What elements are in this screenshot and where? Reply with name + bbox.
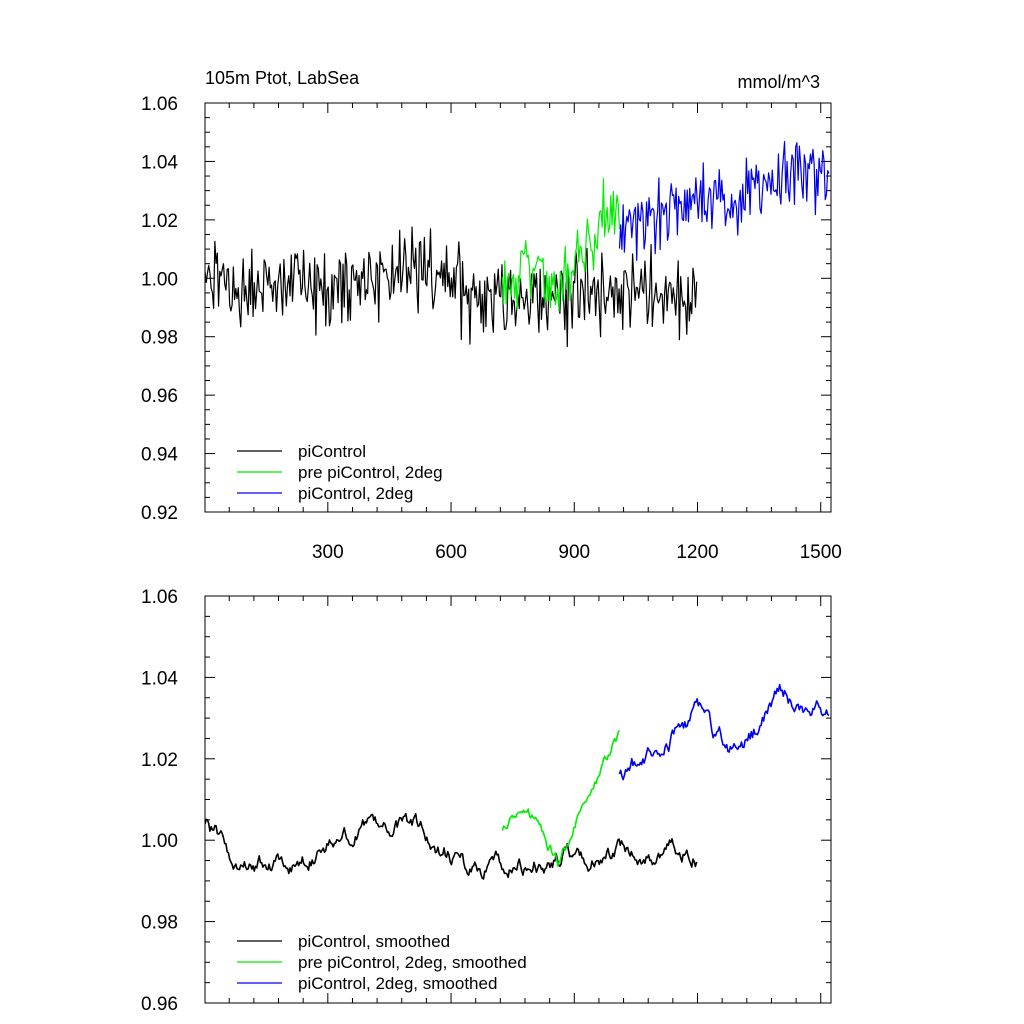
legend-label: piControl, smoothed (298, 932, 450, 951)
legend-label: pre piControl, 2deg, smoothed (298, 953, 527, 972)
series-line-pre-picontrol-2deg-smoothed (501, 729, 621, 867)
y-tick-label: 1.02 (141, 211, 178, 232)
y-tick-label: 0.92 (141, 503, 178, 524)
units-label: mmol/m^3 (738, 72, 820, 92)
series-line-picontrol (205, 226, 698, 348)
series-line-picontrol-2deg (618, 140, 830, 261)
y-tick-label: 1.02 (141, 750, 178, 771)
series-line-picontrol-smoothed (205, 812, 698, 880)
legend-label: pre piControl, 2deg (298, 463, 443, 482)
x-tick-label: 1500 (800, 542, 842, 563)
y-tick-label: 1.06 (141, 587, 178, 608)
legend-label: piControl, 2deg (298, 484, 413, 503)
x-tick-label: 900 (558, 542, 590, 563)
y-tick-label: 0.96 (141, 994, 178, 1015)
legend-label: piControl (298, 442, 366, 461)
y-tick-label: 0.98 (141, 913, 178, 934)
chart-title: 105m Ptot, LabSea (205, 68, 360, 88)
x-tick-label: 600 (435, 542, 467, 563)
y-tick-label: 1.04 (141, 668, 178, 689)
legend-label: piControl, 2deg, smoothed (298, 974, 497, 993)
bottom-panel: 0.96 0.98 1.00 1.02 1.04 1.06 piControl, smoot… (141, 587, 832, 1015)
y-tick-label: 0.94 (141, 445, 178, 466)
series-line-picontrol-2deg-smoothed (618, 683, 830, 781)
series-line-pre-picontrol-2deg (501, 177, 621, 312)
x-tick-label: 1200 (676, 542, 718, 563)
y-tick-label: 1.00 (141, 831, 178, 852)
y-tick-label: 1.04 (141, 152, 178, 173)
top-panel: 0.92 0.94 0.96 0.98 1.00 1.02 1.04 1.06 300 600 90… (141, 94, 842, 563)
x-tick-label: 300 (312, 542, 344, 563)
y-tick-label: 0.96 (141, 386, 178, 407)
y-tick-label: 1.00 (141, 269, 178, 290)
y-tick-label: 1.06 (141, 94, 178, 115)
y-tick-label: 0.98 (141, 328, 178, 349)
